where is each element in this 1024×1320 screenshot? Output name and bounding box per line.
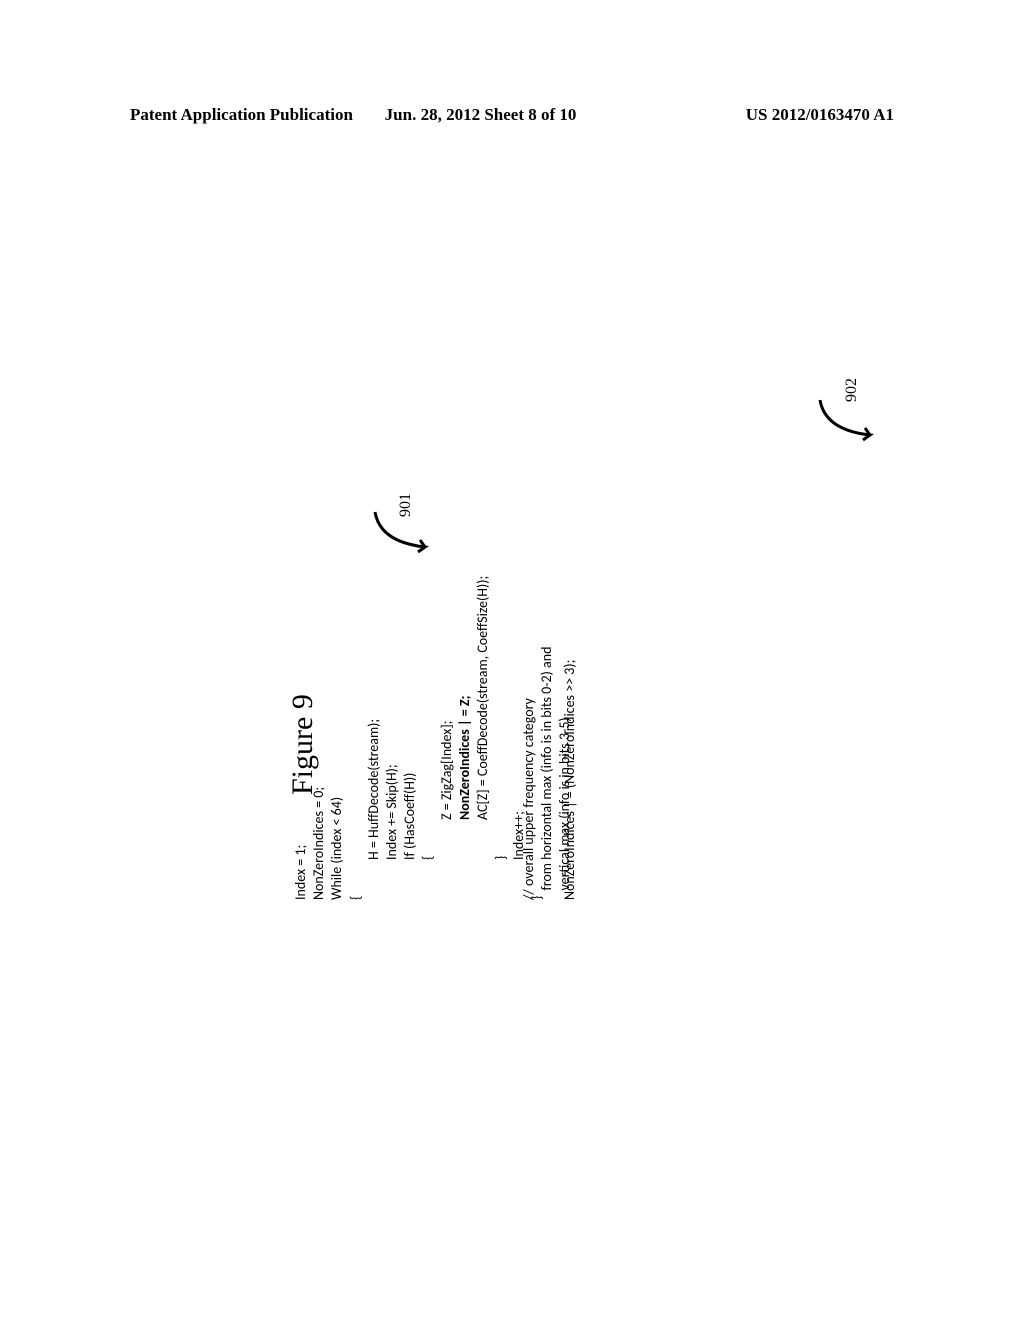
code-line-1: Index = 1; [292,200,310,900]
header-date-sheet: Jun. 28, 2012 Sheet 8 of 10 [385,105,640,125]
header-patent-number: US 2012/0163470 A1 [639,105,894,125]
comment-block: // overall upper frequency category from… [520,200,575,900]
page-header: Patent Application Publication Jun. 28, … [0,105,1024,125]
comment-line-2: from horizontal max (info is in bits 0-2… [538,200,556,900]
code-line-10: NonZeroIndices | = Z; [456,200,474,900]
comment-line-3: vertical max (info is in bits 3-5) [556,200,574,900]
header-publication: Patent Application Publication [130,105,385,125]
reference-number-901: 901 [397,493,415,517]
code-line-3: While (index < 64) [328,200,346,900]
reference-number-902: 902 [843,378,861,402]
code-line-12: } [492,200,510,900]
comment-line-1: // overall upper frequency category [520,200,538,900]
code-line-11: AC[Z] = CoeffDecode(stream, CoeffSize(H)… [474,200,492,900]
code-line-2: NonZeroIndices = 0; [310,200,328,900]
code-line-4: { [347,200,365,900]
